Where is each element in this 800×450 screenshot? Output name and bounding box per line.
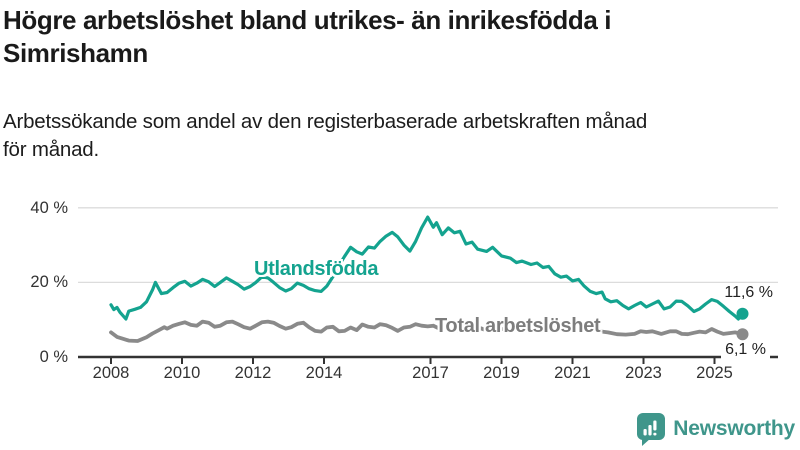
end-value-utlandsfodda: 11,6 %: [724, 284, 773, 301]
y-tick-label-40: 40 %: [30, 198, 68, 217]
chart-subtitle-line-2: för månad.: [3, 138, 99, 161]
chart-title-line-1: Högre arbetslöshet bland utrikes- än inr…: [3, 5, 612, 35]
x-tick-label-2017: 2017: [412, 364, 449, 382]
x-tick-label-2014: 2014: [305, 364, 343, 382]
x-tick-label-2010: 2010: [163, 364, 201, 382]
newsworthy-logo-text: Newsworthy: [673, 417, 795, 440]
chart-title-line-2: Simrishamn: [3, 38, 148, 68]
x-tick-label-2021: 2021: [554, 364, 591, 382]
chart-subtitle: Arbetssökande som andel av den registerb…: [3, 108, 797, 164]
chart-title: Högre arbetslöshet bland utrikes- än inr…: [3, 4, 797, 70]
x-tick-label-2008: 2008: [92, 364, 130, 382]
y-tick-label-20: 20 %: [30, 273, 68, 292]
newsworthy-logo: Newsworthy: [636, 410, 795, 448]
series-lines: [109, 215, 745, 343]
x-tick-label-2023: 2023: [625, 364, 662, 382]
chart-subtitle-line-1: Arbetssökande som andel av den registerb…: [3, 110, 648, 133]
series-label-total-arbetsloshet: Total arbetslöshet: [435, 315, 601, 337]
x-tick-label-2025: 2025: [696, 364, 733, 382]
y-tick-label-0: 0 %: [39, 348, 68, 366]
x-tick-label-2019: 2019: [483, 364, 520, 382]
chart-header: Högre arbetslöshet bland utrikes- än inr…: [3, 4, 797, 70]
newsworthy-speech-bubble-bar-chart-icon: [637, 413, 666, 446]
end-value-total-arbetsloshet: 6,1 %: [721, 341, 770, 360]
series-end-dots: [736, 307, 749, 341]
x-tick-label-2012: 2012: [234, 364, 272, 382]
gridlines: [78, 207, 778, 284]
series-label-utlandsfodda: Utlandsfödda: [254, 258, 379, 280]
